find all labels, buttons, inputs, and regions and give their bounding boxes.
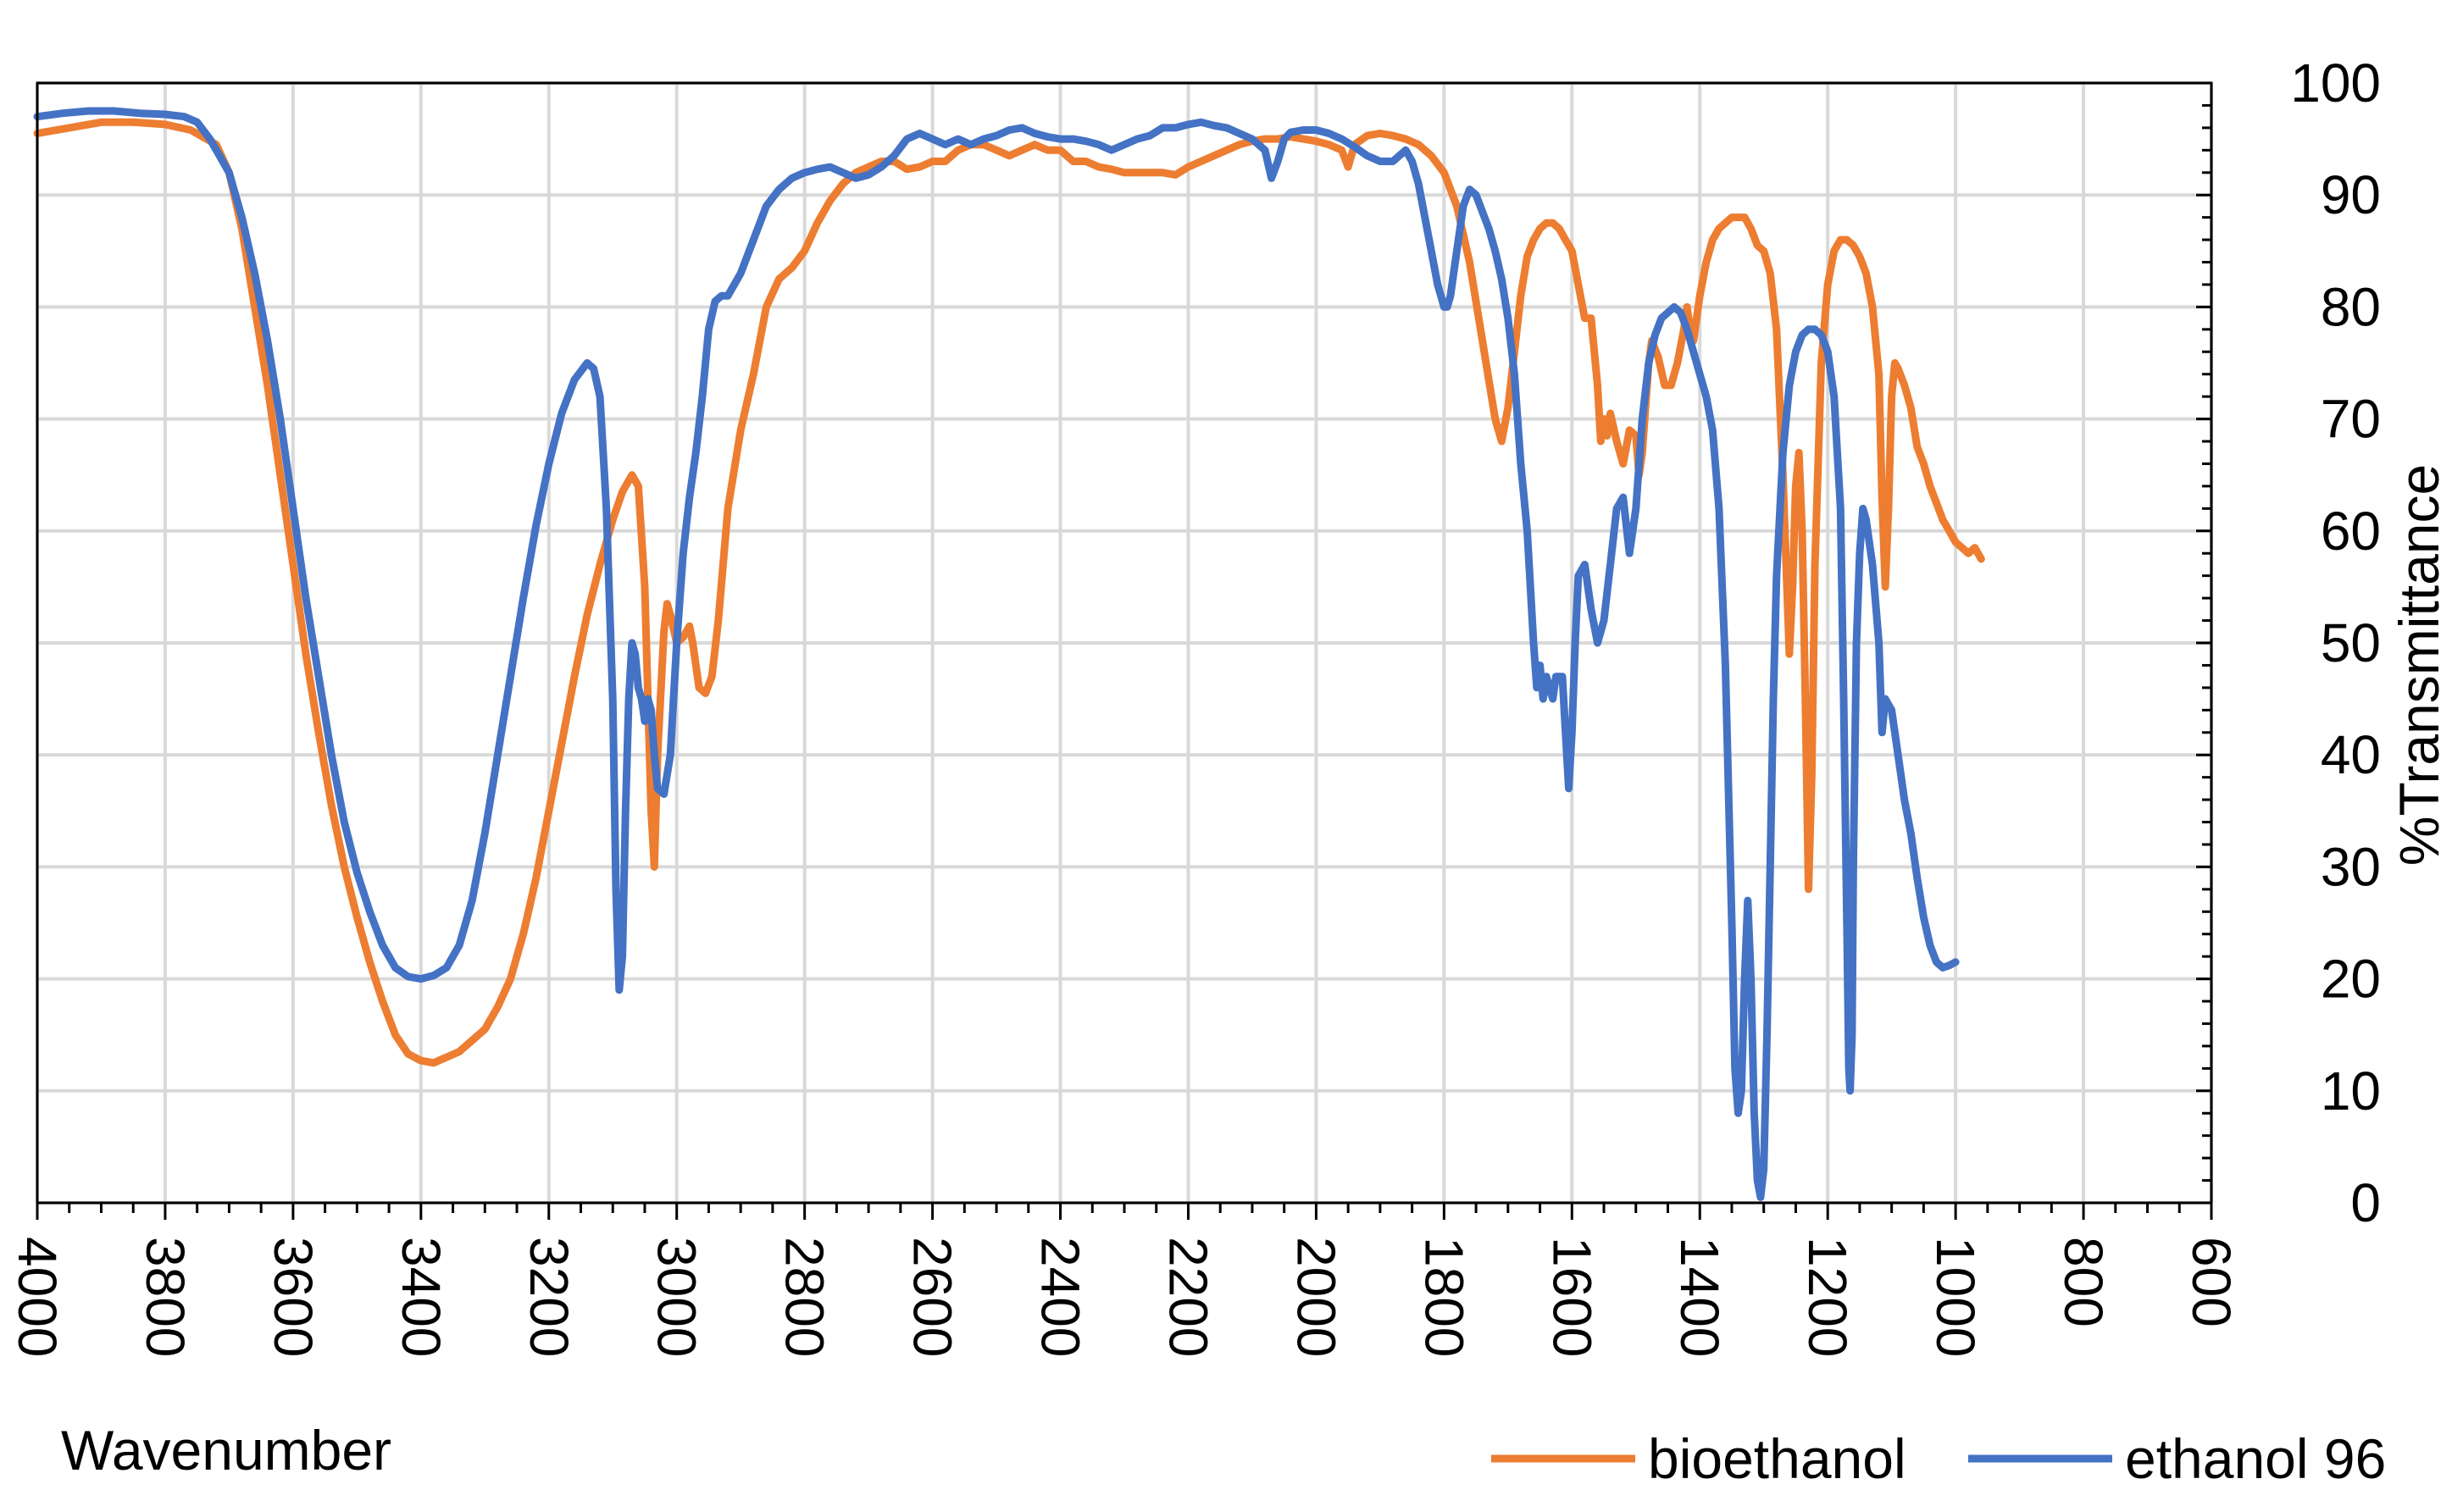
series-line-bioethanol bbox=[33, 118, 1985, 1067]
y-tick-label: 90 bbox=[2321, 164, 2381, 225]
y-tick-label: 50 bbox=[2321, 612, 2381, 673]
y-tick-label: 10 bbox=[2321, 1061, 2381, 1122]
x-tick-label: 2000 bbox=[1285, 1237, 1346, 1357]
x-tick-label: 3400 bbox=[391, 1237, 452, 1357]
legend: bioethanol ethanol 96 bbox=[1491, 1427, 2386, 1490]
x-tick-label: 3800 bbox=[135, 1237, 196, 1357]
series-line-ethanol-96 bbox=[33, 107, 1960, 1201]
x-tick-label: 2200 bbox=[1157, 1237, 1218, 1357]
x-tick-label: 800 bbox=[2053, 1237, 2114, 1327]
x-tick-label: 1400 bbox=[1669, 1237, 1730, 1357]
y-tick-label: 70 bbox=[2321, 389, 2381, 450]
y-tick-label: 60 bbox=[2321, 501, 2381, 562]
x-tick-label: 1600 bbox=[1541, 1237, 1602, 1357]
x-axis-label: Wavenumber bbox=[61, 1419, 391, 1482]
x-tick-label: 600 bbox=[2181, 1237, 2242, 1327]
series-lines bbox=[33, 107, 1985, 1201]
x-tick-label: 2400 bbox=[1030, 1237, 1091, 1357]
x-tick-label: 3000 bbox=[646, 1237, 707, 1357]
y-tick-label: 20 bbox=[2321, 949, 2381, 1010]
x-tick-label: 2800 bbox=[774, 1237, 835, 1357]
x-tick-labels: 4000 3800 3600 3400 3200 3000 2800 2600 2400 2200… bbox=[7, 1237, 2242, 1357]
x-tick-label: 3200 bbox=[519, 1237, 580, 1357]
x-tick-label: 2600 bbox=[902, 1237, 963, 1357]
x-tick-label: 1200 bbox=[1797, 1237, 1858, 1357]
x-tick-label: 3600 bbox=[263, 1237, 324, 1357]
legend-label: bioethanol bbox=[1648, 1427, 1906, 1490]
y-axis-label: %Transmittance bbox=[2388, 464, 2450, 866]
legend-label: ethanol 96 bbox=[2125, 1427, 2386, 1490]
y-tick-label: 80 bbox=[2321, 276, 2381, 337]
y-tick-labels: 0 10 20 30 40 50 60 70 80 90 100 bbox=[2290, 53, 2381, 1233]
grid-lines bbox=[36, 81, 2213, 1205]
x-tick-label: 1800 bbox=[1413, 1237, 1474, 1357]
y-tick-label: 30 bbox=[2321, 836, 2381, 897]
y-tick-label: 100 bbox=[2290, 53, 2381, 114]
y-tick-label: 0 bbox=[2350, 1172, 2381, 1233]
x-tick-label: 1000 bbox=[1925, 1237, 1986, 1357]
x-tick-label: 4000 bbox=[7, 1237, 68, 1357]
axis-ticks bbox=[36, 81, 2213, 1220]
y-tick-label: 40 bbox=[2321, 724, 2381, 785]
